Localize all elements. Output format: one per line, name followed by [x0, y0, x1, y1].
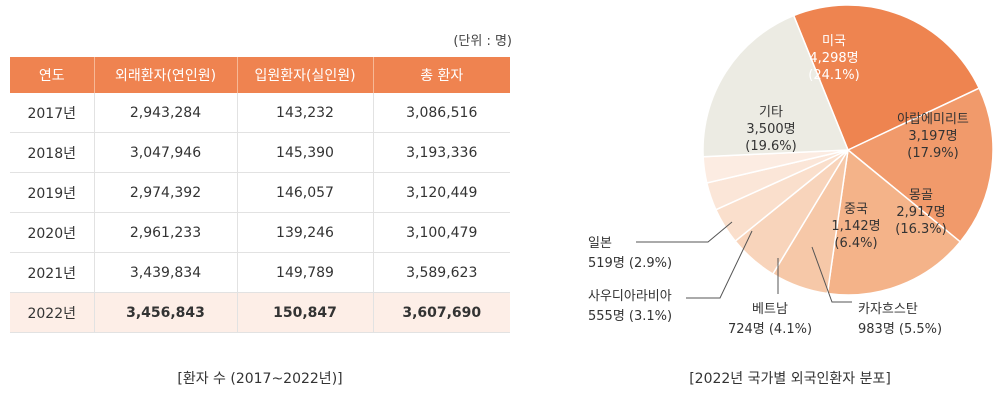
pie-label-value: 555명 (3.1%): [588, 309, 672, 324]
cell-outpatient: 2,974,392: [94, 172, 238, 213]
pie-label-name: 아랍에미리트: [897, 112, 969, 127]
pie-label-name: 중국: [844, 202, 868, 217]
cell-total: 3,120,449: [373, 172, 510, 213]
header-outpatient: 외래환자(연인원): [94, 57, 238, 93]
cell-inpatient: 139,246: [237, 212, 374, 253]
cell-inpatient: 150,847: [237, 292, 374, 333]
cell-total: 3,193,336: [373, 132, 510, 173]
pie-label-percent: (17.9%): [907, 146, 958, 161]
header-inpatient: 입원환자(실인원): [237, 57, 374, 93]
pie-label-value: 3,197명: [908, 129, 957, 144]
pie-label-name: 기타: [759, 105, 783, 120]
pie-label-name: 사우디아라비아: [588, 289, 672, 304]
pie-slice-1: [846, 87, 994, 243]
pie-label-percent: (16.3%): [895, 222, 946, 237]
pie-leader-line: [636, 221, 733, 243]
pie-label-value: 519명 (2.9%): [588, 256, 672, 271]
cell-outpatient: 3,047,946: [94, 132, 238, 173]
cell-year: 2020년: [10, 212, 95, 253]
pie-label-name: 베트남: [752, 302, 788, 317]
cell-total: 3,100,479: [373, 212, 510, 253]
unit-label: (단위 : 명): [453, 34, 512, 49]
chart-caption: [2022년 국가별 외국인환자 분포]: [689, 371, 891, 387]
table-row: 2019년 2,974,392 146,057 3,120,449: [10, 172, 510, 213]
pie-label-percent: (19.6%): [745, 139, 796, 154]
table-caption: [환자 수 (2017~2022년)]: [177, 371, 343, 387]
cell-year: 2022년: [10, 292, 95, 333]
cell-year: 2021년: [10, 252, 95, 293]
pie-label-name: 카자흐스탄: [858, 302, 918, 317]
pie-leader-line: [811, 246, 852, 303]
cell-inpatient: 143,232: [237, 93, 374, 133]
cell-outpatient: 2,943,284: [94, 93, 238, 133]
pie-label-value: 1,142명: [831, 219, 880, 234]
cell-year: 2017년: [10, 93, 95, 133]
cell-outpatient: 3,439,834: [94, 252, 238, 293]
header-year: 연도: [10, 57, 95, 93]
header-total: 총 환자: [373, 57, 510, 93]
pie-label-percent: (6.4%): [834, 236, 877, 251]
table-row: 2018년 3,047,946 145,390 3,193,336: [10, 132, 510, 173]
cell-year: 2019년: [10, 172, 95, 213]
cell-outpatient: 2,961,233: [94, 212, 238, 253]
pie-label-value: 3,500명: [746, 122, 795, 137]
table-row: 2020년 2,961,233 139,246 3,100,479: [10, 212, 510, 253]
table-row-highlighted: 2022년 3,456,843 150,847 3,607,690: [10, 292, 510, 333]
pie-label-percent: (24.1%): [808, 68, 859, 83]
pie-leader-line: [686, 230, 753, 299]
pie-slice-2: [826, 148, 962, 296]
table-row: 2017년 2,943,284 143,232 3,086,516: [10, 93, 510, 133]
table-header-row: 연도 외래환자(연인원) 입원환자(실인원) 총 환자: [10, 57, 510, 93]
pie-label-value: 983명 (5.5%): [858, 322, 942, 337]
cell-inpatient: 146,057: [237, 172, 374, 213]
cell-total: 3,607,690: [373, 292, 510, 333]
cell-total: 3,086,516: [373, 93, 510, 133]
cell-inpatient: 145,390: [237, 132, 374, 173]
pie-label-name: 미국: [822, 34, 846, 49]
pie-label-value: 4,298명: [809, 51, 858, 66]
cell-outpatient: 3,456,843: [94, 292, 238, 333]
pie-slice-0: [792, 4, 981, 152]
cell-inpatient: 149,789: [237, 252, 374, 293]
pie-label-name: 몽골: [909, 188, 933, 203]
pie-label-value: 2,917명: [896, 205, 945, 220]
pie-slice-8: [702, 14, 850, 158]
patient-count-table: 연도 외래환자(연인원) 입원환자(실인원) 총 환자 2017년 2,943,…: [10, 57, 510, 333]
table-row: 2021년 3,439,834 149,789 3,589,623: [10, 252, 510, 293]
pie-label-name: 일본: [588, 236, 612, 251]
cell-year: 2018년: [10, 132, 95, 173]
pie-label-value: 724명 (4.1%): [728, 322, 812, 337]
cell-total: 3,589,623: [373, 252, 510, 293]
